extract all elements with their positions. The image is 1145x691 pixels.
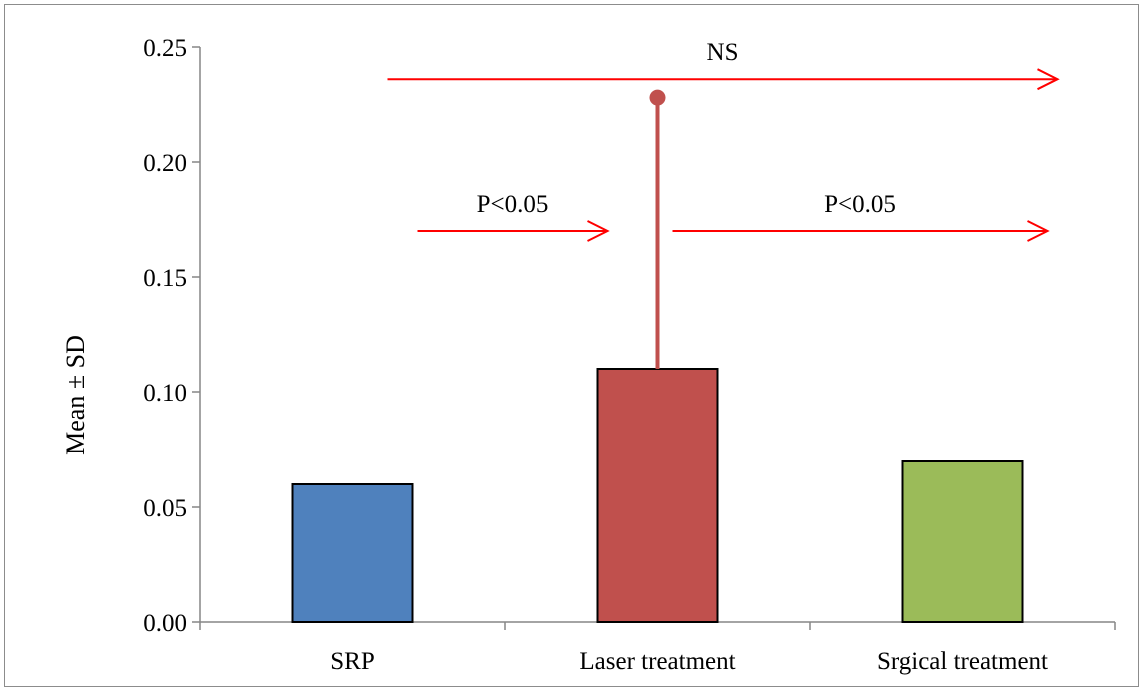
x-tick-label: SRP [330,648,374,675]
bars [291,368,1024,623]
annotation-label: NS [707,39,739,66]
error-bars [649,89,666,369]
bar [901,460,1024,623]
y-tick-label: 0.25 [143,35,187,62]
error-bar-cap [649,89,666,106]
y-tick-label: 0.10 [143,380,187,407]
y-tick-label: 0.00 [143,610,187,637]
annotation-arrowhead [587,220,610,242]
x-tick-label: Srgical treatment [877,648,1048,675]
y-tick-label: 0.20 [143,150,187,177]
bar [291,483,414,623]
y-tick-label: 0.15 [143,265,187,292]
y-tick-label: 0.05 [143,495,187,522]
annotations: NS P<0.05 P<0.05 [387,39,1060,242]
y-axis-label: Mean ± SD [61,335,90,455]
annotation-arrowhead [1027,220,1050,242]
annotation-arrowhead [1037,68,1060,91]
x-tick-label: Laser treatment [579,648,735,675]
annotation-label: P<0.05 [477,191,549,218]
annotation-label: P<0.05 [824,191,896,218]
bar [596,368,719,623]
